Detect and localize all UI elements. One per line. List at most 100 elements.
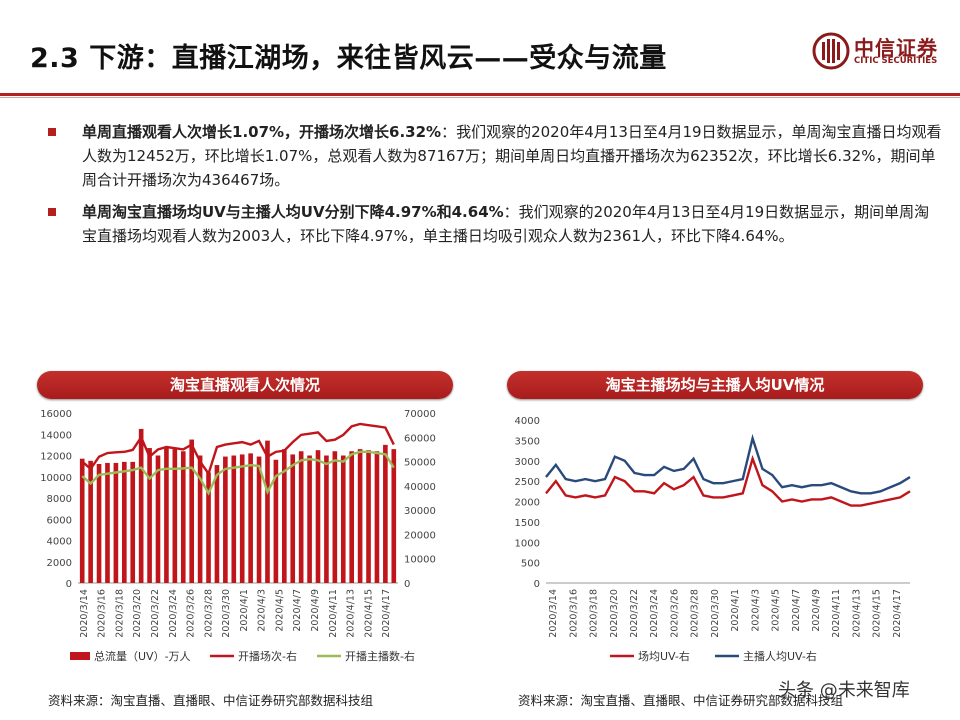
x-tick-label: 2020/4/15 [363,589,374,638]
x-tick-label: 2020/4/11 [831,589,842,638]
x-tick-label: 2020/4/9 [310,589,321,632]
x-tick-label: 2020/4/9 [811,589,822,632]
bar [332,451,338,583]
x-tick-label: 2020/4/11 [328,589,339,638]
x-tick-label: 2020/4/5 [771,589,782,632]
bar [383,444,388,583]
left-source-note: 资料来源：淘宝直播、直播眼、中信证券研究部数据科技组 [48,693,374,708]
x-tick-label: 2020/3/30 [710,589,721,638]
bar [290,454,296,583]
bar [231,455,237,583]
bar [273,459,279,583]
bar [298,451,304,583]
x-tick-label: 2020/3/26 [669,589,680,638]
x-tick-label: 2020/3/28 [690,589,701,638]
logo-text-en: CITIC SECURITIES [854,56,938,66]
y-tick-label: 4000 [515,416,540,427]
bar [366,450,371,583]
left-chart-viewers: 0 2000 4000 6000 8000 10000 12000 14000 16000 0 10… [40,409,436,663]
y-right-tick-label: 30000 [404,506,436,517]
y-tick-label: 3000 [515,457,540,468]
x-tick-label: 2020/4/5 [274,589,285,632]
bar [239,454,245,583]
legend-label: 场均UV-右 [638,649,690,663]
right-source-note: 资料来源：淘宝直播、直播眼、中信证券研究部数据科技组 [518,693,844,708]
x-tick-label: 2020/3/20 [132,589,143,638]
right-chart-uv: 0 500 1000 1500 2000 2500 3000 3500 4000 2020/3/1… [515,416,911,663]
bar [180,451,186,583]
x-tick-label: 2020/3/18 [114,589,125,638]
bar [147,448,152,583]
x-tick-label: 2020/4/13 [346,589,357,638]
citic-logo: 中信证券 CITIC SECURITIES [812,30,947,72]
bar [164,448,169,583]
bar [122,461,127,583]
y-left-tick-label: 2000 [47,558,72,569]
bullet-item-1: 单周直播观看人次增长1.07%，开播场次增长6.32%：我们观察的2020年4月… [48,120,943,192]
x-tick-label: 2020/3/18 [589,589,600,638]
y-right-tick-label: 50000 [404,458,436,469]
bullet-1-text: ：我们观察的2020年4月13日至4月19日数据显示，单周淘宝直播日均观看人数为… [82,123,942,189]
left-chart-banner: 淘宝直播观看人次情况 [37,371,453,399]
bar [189,439,194,583]
right-chart-banner: 淘宝主播场均与主播人均UV情况 [507,371,923,399]
series-line [545,454,911,507]
x-tick-label: 2020/3/26 [186,589,197,638]
x-tick-label: 2020/3/28 [203,589,214,638]
bullet-square-icon [48,128,56,136]
x-tick-label: 2020/3/14 [548,589,559,638]
y-right-tick-label: 0 [404,579,410,590]
series-line [81,422,395,477]
y-left-tick-label: 0 [66,579,72,590]
y-left-tick-label: 8000 [47,494,72,505]
bar [256,456,262,583]
bar [79,458,85,583]
bar [105,462,110,583]
x-tick-label: 2020/3/30 [221,589,232,638]
y-left-tick-label: 10000 [40,473,72,484]
y-right-tick-label: 20000 [404,530,436,541]
y-tick-label: 500 [521,559,540,570]
y-left-tick-label: 6000 [47,515,72,526]
legend-label: 开播场次-右 [238,649,297,663]
citic-logo-icon [812,32,850,70]
bar [88,460,93,583]
page-title: 2.3 下游：直播江湖场，来往皆风云——受众与流量 [30,43,667,74]
bar [315,450,321,583]
bar [214,465,220,583]
y-left-tick-label: 4000 [47,537,72,548]
bar [374,451,380,583]
bar [357,449,363,583]
y-tick-label: 1500 [515,518,540,529]
bar [307,455,312,583]
x-tick-label: 2020/3/16 [568,589,579,638]
bullet-list: 单周直播观看人次增长1.07%，开播场次增长6.32%：我们观察的2020年4月… [48,120,943,256]
bar [155,455,161,583]
x-tick-label: 2020/3/22 [629,589,640,638]
series-line [81,450,395,496]
x-tick-label: 2020/4/1 [730,589,741,632]
x-tick-label: 2020/3/24 [649,589,660,638]
y-right-tick-label: 40000 [404,482,436,493]
title-divider-thin [0,97,960,98]
bar [324,455,329,583]
y-tick-label: 3500 [515,436,540,447]
x-tick-label: 2020/4/13 [851,589,862,638]
y-tick-label: 0 [534,579,540,590]
y-tick-label: 1000 [515,538,540,549]
y-left-tick-label: 12000 [40,452,72,463]
y-right-tick-label: 70000 [404,409,436,420]
bar [113,462,119,583]
legend-swatch-bar [70,652,90,660]
x-tick-label: 2020/4/3 [750,589,761,632]
x-tick-label: 2020/4/3 [257,589,268,632]
x-tick-label: 2020/3/24 [168,589,179,638]
bar [265,440,270,583]
x-tick-label: 2020/3/22 [150,589,161,638]
x-tick-label: 2020/3/16 [97,589,108,638]
legend-label: 总流量（UV）-万人 [94,649,191,663]
bullet-2-bold: 单周淘宝直播场均UV与主播人均UV分别下降4.97%和4.64% [82,203,504,221]
x-tick-label: 2020/4/17 [381,589,392,638]
y-left-tick-label: 14000 [40,430,72,441]
y-tick-label: 2000 [515,498,540,509]
